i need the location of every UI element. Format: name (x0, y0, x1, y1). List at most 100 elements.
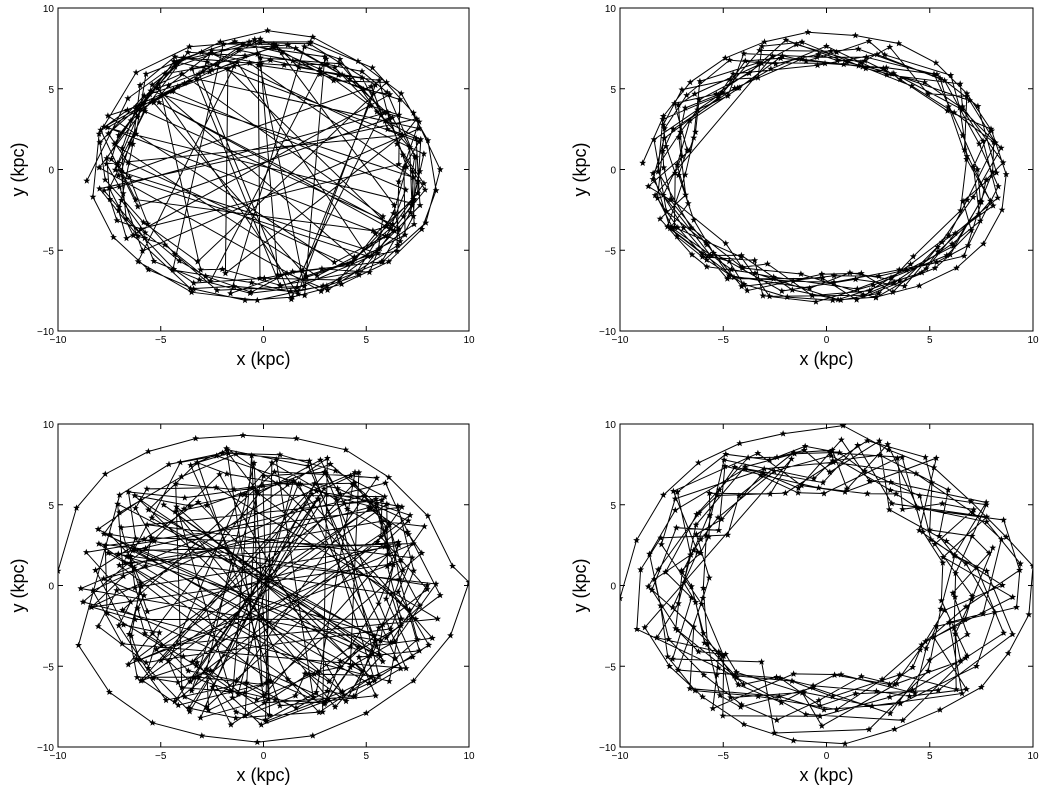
star-marker (963, 652, 971, 659)
star-marker (717, 651, 725, 658)
star-marker (661, 124, 668, 132)
star-marker (147, 534, 155, 541)
star-marker (390, 561, 397, 568)
star-marker (766, 456, 774, 463)
star-marker (852, 275, 859, 283)
star-marker (420, 522, 428, 530)
star-marker (692, 598, 700, 606)
y-tick-label: −10 (599, 327, 616, 338)
star-marker (987, 125, 995, 132)
star-marker (115, 131, 123, 139)
star-marker (690, 216, 698, 223)
star-marker (886, 680, 893, 688)
x-tick-label: −10 (50, 335, 67, 346)
star-marker (190, 673, 197, 681)
star-marker (141, 107, 149, 115)
star-marker (409, 167, 416, 175)
star-marker (843, 485, 851, 492)
x-tick-label: 10 (463, 751, 475, 762)
star-marker (155, 629, 163, 636)
star-marker (83, 177, 91, 184)
star-marker (397, 556, 405, 564)
star-marker (142, 659, 150, 666)
star-marker (284, 675, 292, 683)
star-marker (956, 80, 964, 87)
star-marker (194, 258, 201, 265)
y-tick-label: 5 (610, 501, 616, 512)
star-marker (705, 574, 713, 581)
star-marker (764, 260, 771, 267)
star-marker (875, 272, 883, 280)
star-marker (819, 274, 826, 281)
star-marker (130, 564, 138, 571)
star-marker (203, 501, 211, 509)
star-marker (351, 479, 359, 487)
star-marker (943, 537, 950, 545)
star-marker (124, 106, 131, 113)
star-marker (938, 500, 946, 507)
star-marker (709, 704, 717, 712)
star-marker (319, 708, 326, 715)
y-tick-label: 10 (43, 4, 55, 15)
star-marker (951, 593, 959, 600)
star-marker (740, 50, 748, 57)
star-marker (101, 542, 109, 549)
star-marker (859, 63, 867, 70)
star-marker (862, 64, 870, 72)
star-marker (798, 55, 805, 62)
star-marker (270, 44, 278, 51)
star-marker (386, 90, 394, 98)
star-marker (735, 492, 743, 499)
star-marker (149, 629, 156, 637)
star-marker (100, 530, 108, 537)
star-marker (287, 287, 295, 295)
star-marker (324, 286, 331, 293)
star-marker (119, 606, 126, 613)
star-marker (891, 725, 899, 733)
star-marker (770, 275, 777, 282)
x-axis-label: x (kpc) (237, 349, 291, 369)
star-marker (950, 109, 958, 116)
star-marker (409, 173, 417, 181)
star-marker (936, 74, 944, 82)
star-marker (195, 673, 203, 680)
star-marker (377, 637, 384, 644)
star-marker (132, 535, 140, 542)
star-marker (330, 77, 338, 84)
star-marker (386, 225, 394, 232)
star-marker (686, 78, 694, 86)
star-marker (364, 252, 372, 260)
star-marker (322, 469, 329, 476)
y-tick-label: 0 (48, 166, 54, 177)
star-marker (690, 546, 697, 554)
star-marker (687, 551, 695, 558)
star-marker (284, 480, 291, 488)
star-marker (96, 138, 104, 146)
star-marker (791, 450, 798, 457)
star-marker (694, 548, 702, 555)
x-axis-label: x (kpc) (237, 765, 291, 785)
star-marker (789, 277, 797, 285)
star-marker (242, 679, 250, 686)
star-marker (814, 61, 821, 69)
star-marker (331, 64, 339, 71)
series-line (620, 425, 1033, 745)
star-marker (134, 232, 142, 239)
star-marker (232, 714, 240, 721)
star-marker (247, 288, 255, 296)
star-marker (305, 670, 313, 677)
star-marker (653, 634, 661, 641)
star-marker (424, 512, 432, 519)
star-marker (726, 56, 733, 63)
star-marker (97, 126, 105, 133)
star-marker (909, 686, 916, 693)
star-marker (930, 464, 938, 471)
orbit-top-left (83, 27, 444, 304)
star-marker (714, 514, 722, 521)
star-marker (896, 700, 904, 707)
star-marker (916, 282, 923, 289)
star-marker (890, 278, 898, 286)
x-tick-label: −10 (612, 751, 629, 762)
star-marker (681, 171, 689, 178)
star-marker (846, 269, 854, 276)
